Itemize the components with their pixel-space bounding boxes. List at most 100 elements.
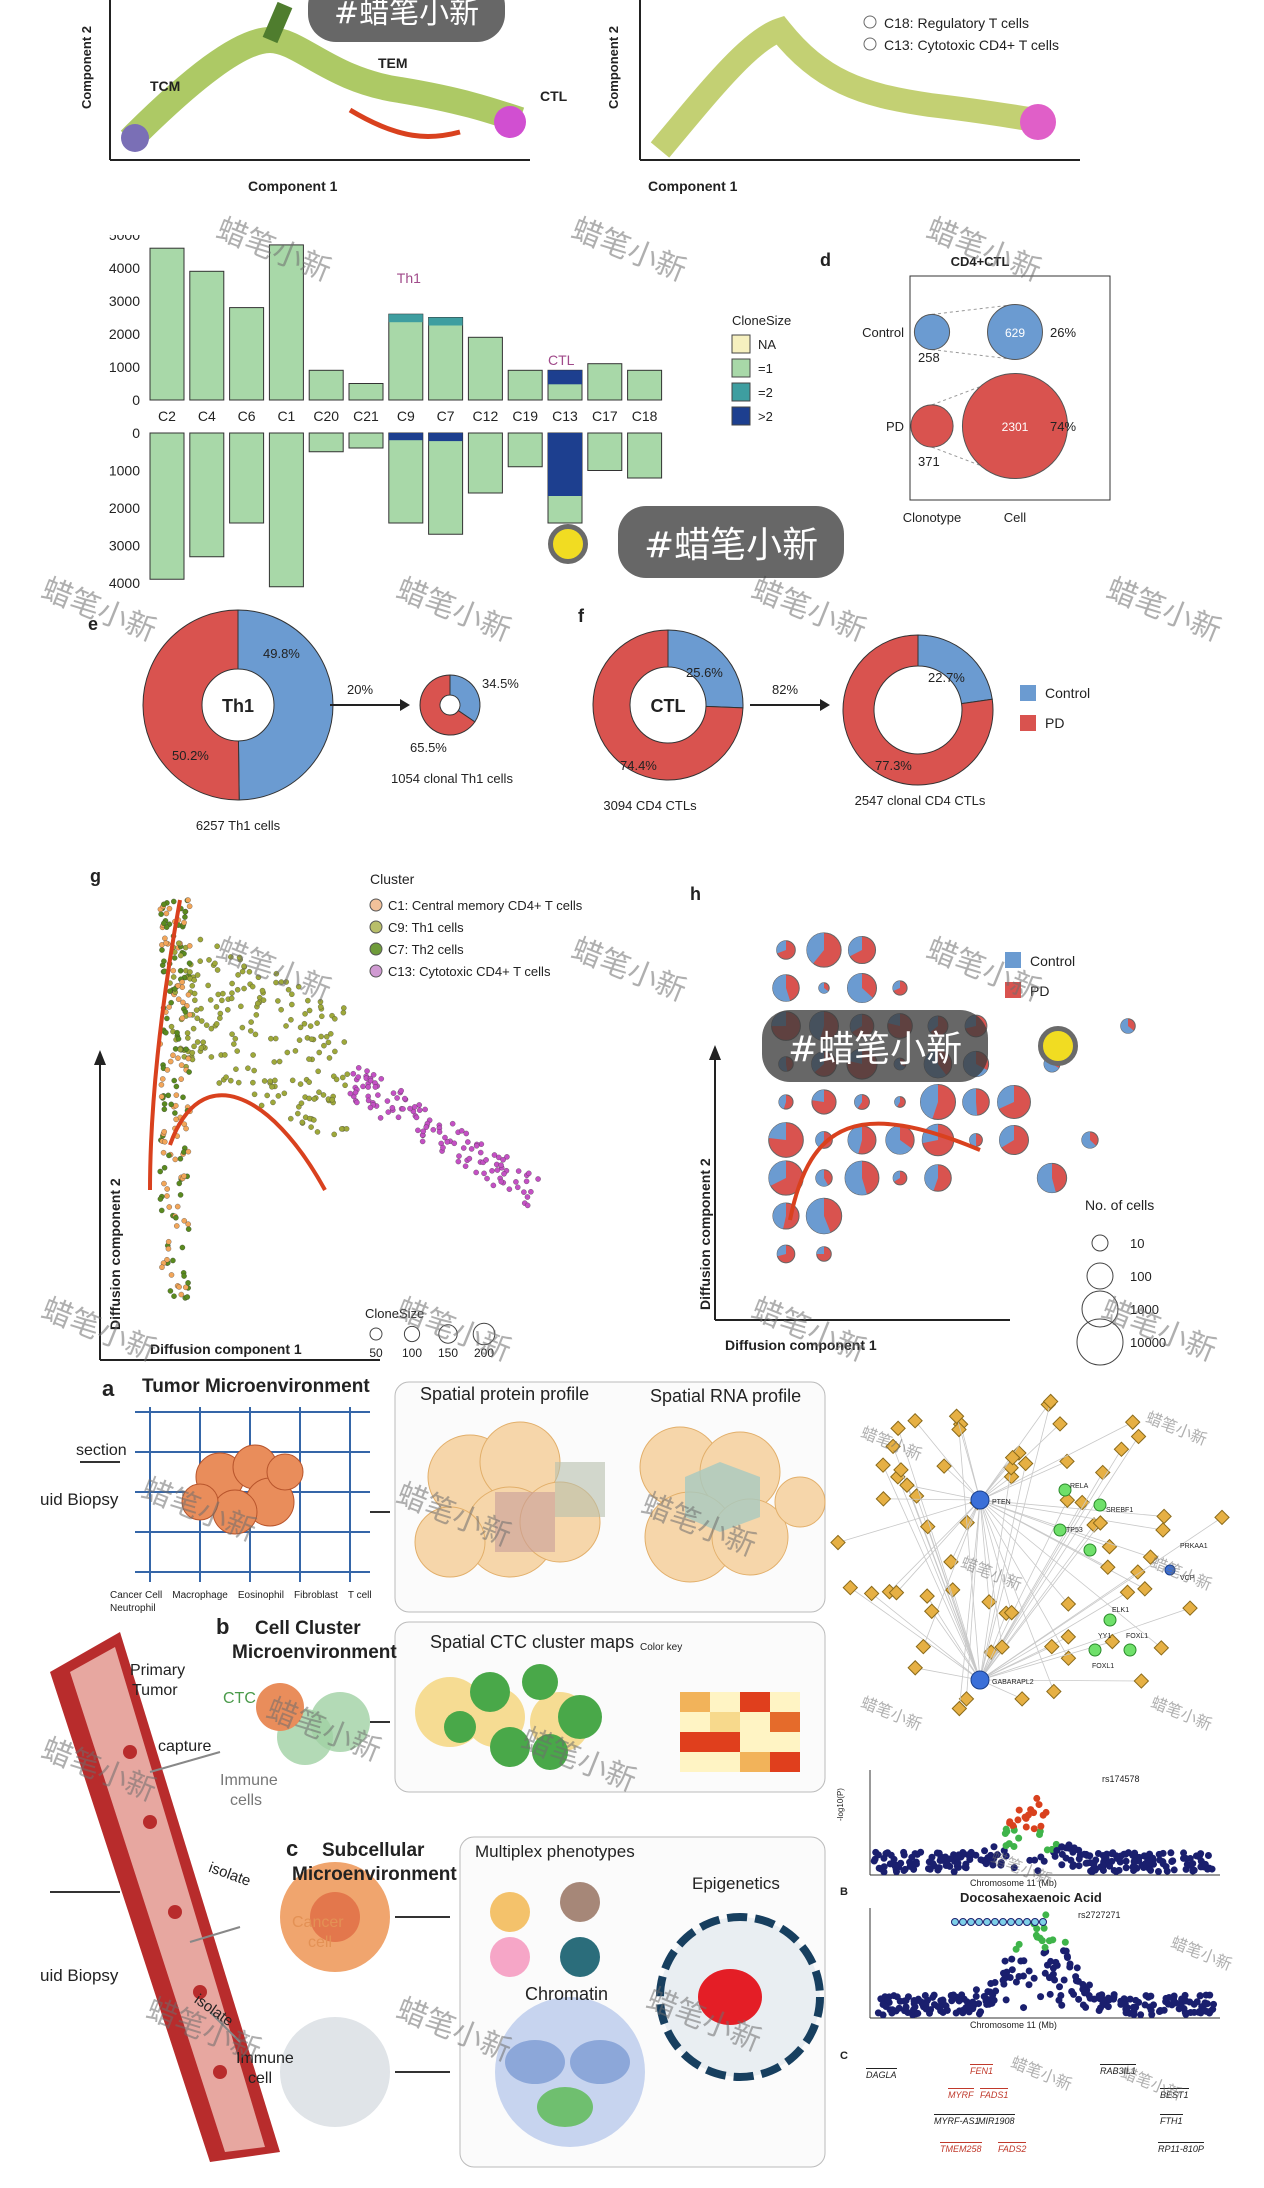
mirna-node [1059,1492,1076,1508]
g-point [176,940,182,946]
g-legend-dot [369,898,383,912]
d-frame [909,275,1111,501]
g-point [159,1076,166,1082]
gwas-b-point [965,2002,973,2010]
category-label-C9: C9 [397,408,415,424]
g-point [171,1077,177,1084]
g-point [233,1066,239,1072]
g-point [270,1099,276,1106]
g-point [275,998,281,1004]
g-point [276,1058,283,1065]
g-point [216,1080,222,1086]
g-point [229,980,235,987]
g-point [163,940,169,946]
gene-track: DAGLA FEN1 RAB3IL1 MYRF FADS1 BEST1 MYRF-AS1 MI… [860,2054,1220,2170]
g-point [246,969,253,975]
g-point [444,1139,451,1145]
gwas-top-point [946,1862,954,1870]
gwas-b-point [1110,1991,1118,1999]
gwas-b-point [1002,1996,1010,2004]
gwas-top-point [875,1864,883,1872]
gwas-b-point [1075,1995,1083,2003]
g-point [273,970,280,977]
gwas-top-point [1169,1857,1177,1865]
h-size-circle [1081,1290,1119,1328]
e-clonal-pd-pct: 65.5% [410,740,447,755]
mirna-node [1130,1428,1147,1445]
g-point [456,1153,462,1159]
gwas-b-point [958,1991,966,1999]
gwas-top-point [981,1847,989,1855]
watermark-tag-middle: #蜡笔小新 [618,506,845,578]
gwas-top-point [1002,1852,1010,1860]
h-ylabel: Diffusion component 2 [697,1158,713,1310]
letter-b: b [216,1614,230,1639]
gwas-top-point [1067,1856,1075,1864]
g-point [191,977,198,983]
e-clonal-slice-control [449,674,481,723]
gwas-b-point [1061,1938,1069,1946]
legend-c18: C18: Regulatory T cells [884,15,1029,31]
annotation-th1: Th1 [397,270,421,286]
gwas-top-point [1180,1849,1188,1857]
mirna-node [1214,1509,1230,1526]
control-bar-C12 [467,336,503,401]
b-title1: Cell Cluster [255,1618,361,1639]
g-point [288,1017,294,1023]
microenvironment-illustration [50,1381,826,2168]
g-point [415,1127,421,1134]
traj2-ylabel: Component 2 [606,25,622,110]
mirna-node [1004,1449,1021,1466]
gwas-b-point [1196,1992,1204,2000]
microenvironment-figure: a Tumor Microenvironment section uid Bio… [40,1372,830,2172]
h-pie-control-wedge [848,936,862,957]
gwas-b-point [1181,2009,1189,2017]
g-point [255,1000,261,1007]
d-cell-pct: 26% [1050,325,1076,340]
d-connector [931,349,1016,360]
h-legend-item: Control [1030,953,1075,969]
b-immune1: Immune [220,1772,278,1789]
mirna-node [936,1458,952,1474]
g-point [189,1050,196,1056]
pd-bar-C7 [428,432,464,535]
gwas-b-point [1052,1958,1060,1966]
tf-node [1123,1643,1137,1657]
gwas-top-point [1058,1861,1066,1869]
gwas-b-point [1193,1998,1201,2006]
g-point [354,1099,360,1106]
g-point [389,1105,396,1111]
traj-ylabel: Component 2 [79,25,95,110]
pd-ytick: 3000 [109,538,140,554]
g-point [272,1077,278,1084]
g-point [378,1076,385,1082]
g-point [344,1071,351,1077]
network-edge [979,1591,1128,1681]
g-point [364,1068,370,1074]
b-title2: Microenvironment [232,1642,397,1663]
g-point [308,1036,315,1042]
g-point [177,1192,184,1198]
gwas-top-point [950,1868,958,1876]
gwas-b-point [972,1992,980,2000]
gwas-top-point [1030,1825,1038,1833]
donut-charts: e Th1 49.8% 50.2% 6257 Th1 cells 20% 34.5% 65.5… [88,606,1090,833]
g-point [283,1023,289,1029]
gwas-b-point [1006,1974,1014,1982]
gene-hub-node [970,1670,990,1690]
g-point [166,1152,172,1159]
gwas-top-point [1147,1866,1155,1874]
gwas-top-point [1005,1840,1013,1848]
network-edge [979,1401,1052,1681]
mirna-node [875,1491,892,1507]
pd-bar-C21 [348,432,384,449]
g-point [455,1158,462,1165]
h-pie-control-wedge [1120,1018,1134,1034]
g-xlabel: Diffusion component 1 [150,1341,302,1357]
h-pie-control-wedge [892,980,900,991]
gwas-b-point [1147,2006,1155,2014]
e-clonal-control-pct: 34.5% [482,676,519,691]
gwas-top-point [1006,1818,1014,1826]
g-point [481,1170,487,1177]
gwas-top-point [1035,1801,1043,1809]
